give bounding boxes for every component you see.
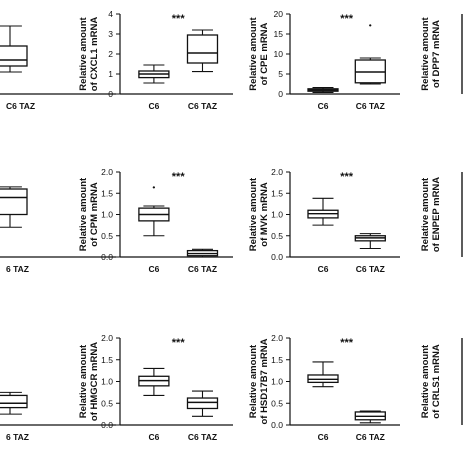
y-axis-label: of HMGCR mRNA (89, 342, 100, 421)
chart-panel-5: 6 TAZ (0, 186, 116, 274)
significance-label: *** (172, 13, 186, 25)
chart-panel-6: 0.0 0.5 1.0 1.5 2.0 Relative amount of CPM mRN… (78, 167, 233, 274)
y-tick-label: 1.5 (271, 188, 283, 198)
x-category-label: C6 TAZ (356, 101, 385, 111)
y-axis-label: of CPE mRNA (259, 22, 270, 85)
y-tick-label: 0.5 (101, 398, 113, 408)
y-tick-label: 5 (278, 69, 283, 79)
outlier-marker: • (152, 182, 155, 192)
y-axis-label: of CRLS1 mRNA (431, 344, 442, 419)
chart-panel-12: Relative amount of CRLS1 mRNA (420, 338, 463, 425)
x-category-label: C6 (318, 264, 329, 274)
y-axis-label: Relative amount (248, 177, 259, 251)
y-axis-label: of HSD17B7 mRNA (259, 338, 270, 424)
y-tick-label: 15 (274, 29, 284, 39)
y-axis-label: of ENPEP mRNA (431, 177, 442, 252)
chart-panel-1: C6 TAZ (0, 25, 116, 111)
x-category-label: C6 (148, 264, 159, 274)
chart-panel-10: 0.0 0.5 1.0 1.5 2.0 Relative amount of HMGCR m… (78, 333, 233, 442)
y-tick-label: 0.0 (101, 420, 113, 430)
chart-panel-4: Relative amount of DPP7 mRNA (420, 14, 463, 94)
significance-label: *** (172, 171, 186, 183)
significance-label: *** (340, 171, 354, 183)
y-tick-label: 1.0 (101, 210, 113, 220)
y-axis-label: Relative amount (248, 16, 259, 90)
significance-label: *** (340, 337, 354, 349)
chart-panel-3: 0 5 10 15 20 Relative amount of CPE mRNA C6 C6 T… (248, 9, 400, 111)
y-tick-label: 10 (274, 49, 284, 59)
y-axis-label: of MVK mRNA (259, 182, 270, 247)
y-axis-label: Relative amount (78, 344, 89, 418)
chart-panel-8: Relative amount of ENPEP mRNA (420, 172, 463, 257)
chart-panel-2: 0 1 2 3 4 Relative amount of CXCL1 mRNA C6 C6 TA… (78, 9, 233, 111)
x-category-label: C6 (318, 432, 329, 442)
x-category-label: C6 TAZ (188, 101, 217, 111)
box-iqr (0, 188, 28, 216)
y-axis-label: of DPP7 mRNA (431, 20, 442, 88)
y-tick-label: 0.0 (271, 252, 283, 262)
y-tick-label: 1.5 (101, 355, 113, 365)
y-tick-label: 0.0 (101, 252, 113, 262)
significance-label: *** (172, 337, 186, 349)
x-category-label: C6 TAZ (188, 432, 217, 442)
chart-panel-9: 6 TAZ (0, 391, 116, 442)
y-tick-label: 2 (108, 49, 113, 59)
y-tick-label: 0.5 (271, 398, 283, 408)
y-tick-label: 20 (274, 9, 284, 19)
x-category-label: 6 TAZ (6, 264, 29, 274)
y-axis-label: Relative amount (78, 16, 89, 90)
y-axis-label: Relative amount (420, 344, 431, 418)
y-tick-label: 2.0 (101, 167, 113, 177)
y-axis-label: Relative amount (420, 16, 431, 90)
x-category-label: 6 TAZ (6, 432, 29, 442)
y-tick-label: 1.0 (271, 377, 283, 387)
box-iqr (186, 397, 219, 410)
y-tick-label: 0.5 (101, 231, 113, 241)
x-category-label: C6 TAZ (356, 264, 385, 274)
y-tick-label: 1.5 (101, 188, 113, 198)
y-tick-label: 1.0 (101, 377, 113, 387)
box-iqr (186, 34, 219, 64)
y-tick-label: 0.0 (271, 420, 283, 430)
y-tick-label: 1 (108, 69, 113, 79)
box-iqr (0, 45, 28, 67)
x-category-label: C6 TAZ (6, 101, 35, 111)
x-category-label: C6 (148, 432, 159, 442)
y-tick-label: 2.0 (271, 167, 283, 177)
y-tick-label: 1.5 (271, 355, 283, 365)
y-axis-label: Relative amount (248, 344, 259, 418)
x-category-label: C6 (318, 101, 329, 111)
box-iqr (0, 394, 28, 409)
y-tick-label: 4 (108, 9, 113, 19)
chart-panel-7: 0.0 0.5 1.0 1.5 2.0 Relative amount of MVK mRN… (248, 167, 400, 274)
y-axis-label: Relative amount (78, 177, 89, 251)
y-axis-label: of CXCL1 mRNA (89, 17, 100, 92)
y-tick-label: 2.0 (271, 333, 283, 343)
outlier-marker: • (369, 20, 372, 30)
y-tick-label: 0 (278, 89, 283, 99)
y-axis-label: of CPM mRNA (89, 182, 100, 247)
y-axis-label: Relative amount (420, 177, 431, 251)
significance-label: *** (340, 13, 354, 25)
x-category-label: C6 TAZ (188, 264, 217, 274)
y-tick-label: 3 (108, 29, 113, 39)
y-tick-label: 0 (108, 89, 113, 99)
y-tick-label: 2.0 (101, 333, 113, 343)
chart-panel-11: 0.0 0.5 1.0 1.5 2.0 Relative amount of HSD17B7… (248, 333, 400, 442)
y-tick-label: 1.0 (271, 210, 283, 220)
y-tick-label: 0.5 (271, 231, 283, 241)
x-category-label: C6 (148, 101, 159, 111)
x-category-label: C6 TAZ (356, 432, 385, 442)
